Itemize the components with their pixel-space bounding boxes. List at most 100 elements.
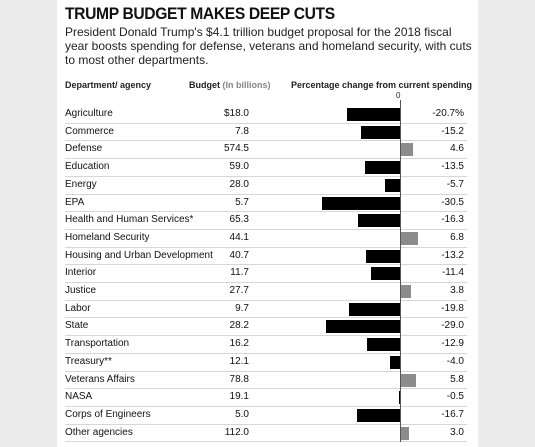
pct-label-health-and-human-services: -16.3 bbox=[441, 214, 464, 226]
row-divider bbox=[65, 299, 467, 301]
pct-label-transportation: -12.9 bbox=[441, 338, 464, 350]
department-label-education: Education bbox=[65, 161, 110, 173]
department-label-labor: Labor bbox=[65, 302, 91, 314]
pct-label-state: -29.0 bbox=[441, 320, 464, 332]
chart-title: TRUMP BUDGET MAKES DEEP CUTS bbox=[65, 4, 335, 23]
row-divider bbox=[65, 228, 467, 230]
budget-value-state: 28.2 bbox=[229, 320, 249, 332]
pct-label-veterans-affairs: 5.8 bbox=[450, 373, 464, 385]
row-divider bbox=[65, 317, 467, 319]
budget-value-housing-and-urban-development: 40.7 bbox=[229, 249, 249, 261]
department-label-homeland-security: Homeland Security bbox=[65, 231, 150, 243]
department-label-commerce: Commerce bbox=[65, 125, 114, 137]
pct-label-treasury: -4.0 bbox=[446, 355, 464, 367]
pct-label-homeland-security: 6.8 bbox=[450, 231, 464, 243]
pct-label-justice: 3.8 bbox=[450, 285, 464, 296]
department-label-health-and-human-services: Health and Human Services* bbox=[65, 214, 194, 226]
pct-bar-state bbox=[325, 320, 400, 334]
budget-value-transportation: 16.2 bbox=[229, 338, 249, 350]
left-margin bbox=[0, 0, 57, 447]
department-label-housing-and-urban-development: Housing and Urban Development bbox=[65, 249, 213, 261]
row-divider bbox=[65, 405, 467, 407]
budget-value-commerce: 7.8 bbox=[235, 125, 249, 137]
row-divider bbox=[65, 423, 467, 425]
pct-label-other-agencies: 3.0 bbox=[450, 426, 464, 438]
row-divider bbox=[65, 158, 467, 160]
pct-bar-homeland-security bbox=[401, 231, 419, 245]
pct-bar-transportation bbox=[367, 338, 400, 352]
budget-value-justice: 27.7 bbox=[229, 285, 249, 296]
pct-label-energy: -5.7 bbox=[446, 178, 464, 190]
pct-bar-other-agencies bbox=[401, 426, 409, 440]
budget-header-label: Budget bbox=[189, 80, 220, 90]
pct-bar-defense bbox=[401, 143, 413, 157]
budget-value-other-agencies: 112.0 bbox=[224, 426, 249, 438]
department-label-other-agencies: Other agencies bbox=[65, 426, 133, 438]
pct-bar-interior bbox=[370, 267, 400, 281]
department-label-veterans-affairs: Veterans Affairs bbox=[65, 373, 135, 385]
zero-axis-line bbox=[400, 100, 401, 442]
pct-label-labor: -19.8 bbox=[441, 302, 464, 314]
budget-value-homeland-security: 44.1 bbox=[229, 231, 249, 243]
budget-header-unit: (In billions) bbox=[222, 80, 271, 90]
row-divider bbox=[65, 175, 467, 177]
pct-bar-nasa bbox=[398, 391, 400, 405]
pct-label-interior: -11.4 bbox=[441, 267, 464, 279]
row-divider bbox=[65, 211, 467, 213]
chart-rows: Agriculture $18.0 -20.7% Commerce 7.8 -15.2 De… bbox=[57, 0, 478, 447]
budget-value-defense: 574.5 bbox=[223, 143, 249, 155]
row-divider bbox=[65, 352, 467, 354]
pct-bar-epa bbox=[322, 196, 400, 210]
department-label-agriculture: Agriculture bbox=[65, 108, 113, 119]
pct-bar-treasury bbox=[389, 355, 400, 369]
department-label-epa: EPA bbox=[65, 196, 85, 208]
budget-value-interior: 11.7 bbox=[230, 267, 249, 279]
department-label-justice: Justice bbox=[65, 285, 97, 296]
budget-value-treasury: 12.1 bbox=[229, 355, 249, 367]
pct-label-corps-of-engineers: -16.7 bbox=[441, 408, 464, 420]
chart-panel: TRUMP BUDGET MAKES DEEP CUTS President D… bbox=[57, 0, 478, 447]
row-divider bbox=[65, 335, 467, 337]
pct-bar-commerce bbox=[361, 125, 400, 139]
row-divider bbox=[65, 122, 467, 124]
row-divider bbox=[65, 388, 467, 390]
row-divider bbox=[65, 282, 467, 283]
pct-label-epa: -30.5 bbox=[441, 196, 464, 208]
pct-bar-agriculture bbox=[347, 108, 400, 121]
row-divider bbox=[65, 370, 467, 372]
budget-value-veterans-affairs: 78.8 bbox=[229, 373, 249, 385]
department-label-defense: Defense bbox=[65, 143, 103, 155]
right-margin bbox=[478, 0, 535, 447]
department-label-corps-of-engineers: Corps of Engineers bbox=[65, 408, 151, 420]
pct-bar-housing-and-urban-development bbox=[366, 249, 400, 263]
budget-value-education: 59.0 bbox=[229, 161, 249, 173]
pct-bar-labor bbox=[349, 302, 400, 316]
budget-value-epa: 5.7 bbox=[235, 196, 249, 208]
row-divider bbox=[65, 140, 467, 142]
column-header-department: Department/ agency bbox=[65, 80, 152, 90]
pct-label-nasa: -0.5 bbox=[446, 391, 464, 403]
zero-axis-label: 0 bbox=[396, 91, 401, 100]
department-label-state: State bbox=[65, 320, 89, 332]
column-header-budget: Budget (In billions) bbox=[189, 80, 271, 90]
pct-label-education: -13.5 bbox=[441, 161, 464, 173]
row-divider bbox=[65, 264, 467, 266]
pct-bar-corps-of-engineers bbox=[357, 408, 400, 422]
budget-value-corps-of-engineers: 5.0 bbox=[235, 408, 249, 420]
pct-label-housing-and-urban-development: -13.2 bbox=[441, 249, 464, 261]
column-header-percentage: Percentage change from current spending bbox=[291, 80, 473, 90]
pct-bar-energy bbox=[385, 178, 400, 192]
department-label-treasury: Treasury** bbox=[65, 355, 112, 367]
chart-subtitle: President Donald Trump's $4.1 trillion b… bbox=[65, 25, 472, 67]
row-divider bbox=[65, 193, 467, 195]
pct-bar-health-and-human-services bbox=[358, 214, 400, 228]
budget-value-labor: 9.7 bbox=[235, 302, 249, 314]
budget-value-health-and-human-services: 65.3 bbox=[229, 214, 249, 226]
budget-value-nasa: 19.1 bbox=[229, 391, 249, 403]
department-label-interior: Interior bbox=[65, 267, 97, 279]
pct-label-commerce: -15.2 bbox=[441, 125, 464, 137]
pct-label-agriculture: -20.7% bbox=[432, 108, 464, 119]
row-divider bbox=[65, 246, 467, 248]
row-divider bbox=[65, 441, 467, 443]
pct-label-defense: 4.6 bbox=[450, 143, 464, 155]
